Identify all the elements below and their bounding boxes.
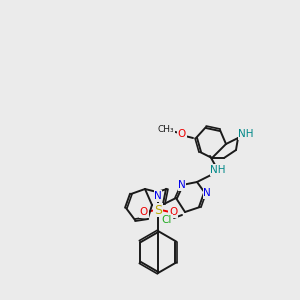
Text: NH: NH bbox=[238, 129, 254, 139]
Text: S: S bbox=[154, 203, 162, 217]
Text: CH₃: CH₃ bbox=[158, 124, 174, 134]
Text: O: O bbox=[140, 207, 148, 217]
Text: N: N bbox=[203, 188, 211, 198]
Text: O: O bbox=[178, 129, 186, 139]
Text: N: N bbox=[154, 191, 162, 201]
Text: Cl: Cl bbox=[162, 215, 172, 225]
Text: NH: NH bbox=[210, 165, 226, 175]
Text: N: N bbox=[178, 180, 186, 190]
Text: O: O bbox=[169, 207, 177, 217]
